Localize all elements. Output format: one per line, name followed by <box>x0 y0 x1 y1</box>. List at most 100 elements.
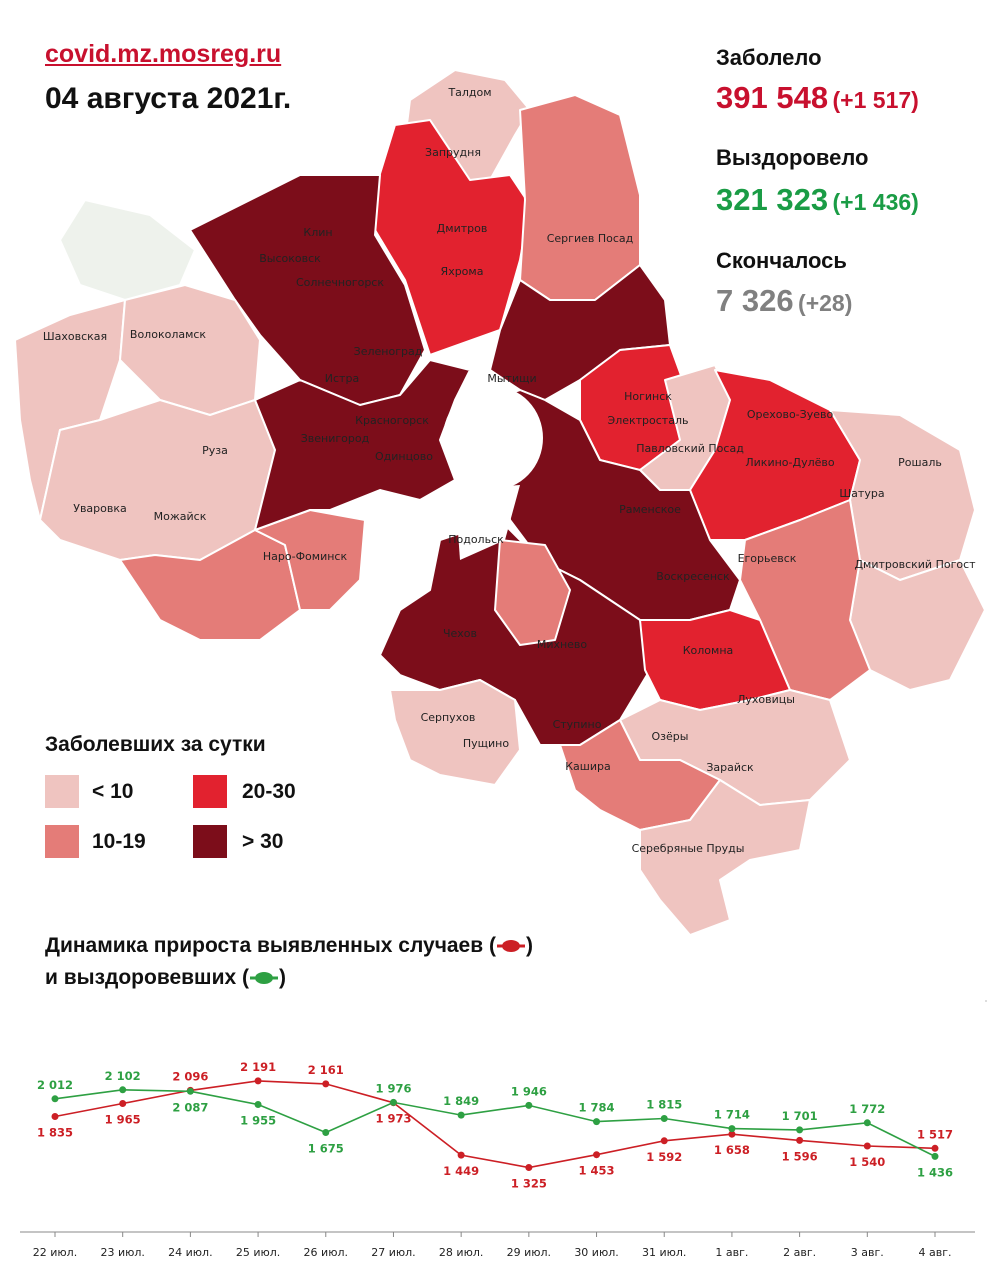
map-city-label: Мытищи <box>487 372 536 385</box>
map-city-label: Павловский Посад <box>636 442 744 455</box>
recovered-value-label: 1 976 <box>375 1081 411 1095</box>
map-district <box>519 94 641 301</box>
recovered-point <box>728 1125 736 1133</box>
recovered-value-label: 1 784 <box>579 1101 615 1115</box>
map-city-label: Одинцово <box>375 450 433 463</box>
map-district <box>254 359 471 531</box>
cases-point <box>660 1137 668 1145</box>
site-link[interactable]: covid.mz.mosreg.ru <box>45 40 282 68</box>
map-city-label: Шаховская <box>43 330 107 343</box>
map-city-label: Пущино <box>463 737 509 750</box>
recovered-point <box>863 1119 871 1127</box>
cases-point <box>593 1151 601 1159</box>
legend-swatch-gt30 <box>193 825 227 858</box>
recovered-point <box>254 1101 262 1108</box>
map-city-label: Орехово-Зуево <box>747 408 834 421</box>
recovered-point <box>322 1129 330 1136</box>
recovered-value-label: 1 714 <box>714 1108 750 1122</box>
chart-title: Динамика прироста выявленных случаев () … <box>45 930 533 994</box>
legend-label-10-19: 10-19 <box>92 830 146 853</box>
infected-delta: (+1 517) <box>832 87 919 113</box>
map-city-label: Чехов <box>443 627 477 640</box>
map-district <box>389 679 521 786</box>
recovered-value-label: 1 946 <box>511 1084 547 1098</box>
cases-point <box>254 1077 262 1085</box>
recovered-point <box>525 1101 533 1109</box>
cases-value-label: 1 835 <box>37 1126 73 1140</box>
report-date: 04 августа 2021г. <box>45 82 292 115</box>
recovered-row: 321 323 (+1 436) <box>716 182 919 218</box>
map-city-label: Сергиев Посад <box>547 232 634 245</box>
map-city-label: Зеленоград <box>354 345 423 358</box>
recovered-value-label: 1 436 <box>917 1165 953 1179</box>
map-city-label: Клин <box>303 226 332 239</box>
map-city-label: Ступино <box>553 718 602 731</box>
recovered-point <box>51 1095 59 1103</box>
x-tick-label: 25 июл. <box>236 1246 280 1259</box>
deaths-label: Скончалось <box>716 248 847 273</box>
recovered-value-label: 2 087 <box>172 1100 208 1114</box>
x-tick-label: 26 июл. <box>304 1246 348 1259</box>
map-district <box>639 779 811 936</box>
x-tick-label: 30 июл. <box>574 1246 618 1259</box>
legend-swatch-lt10 <box>45 775 79 808</box>
infected-row: 391 548 (+1 517) <box>716 80 919 116</box>
cases-value-label: 1 596 <box>782 1149 818 1163</box>
infected-label: Заболело <box>716 45 822 70</box>
map-city-label: Озёры <box>652 730 689 743</box>
cases-point <box>457 1151 465 1159</box>
cases-point <box>525 1164 533 1171</box>
map-city-label: Дмитровский Погост <box>854 558 976 571</box>
map-city-label: Уваровка <box>73 502 127 515</box>
recovered-value-label: 1 955 <box>240 1114 276 1128</box>
x-tick-label: 22 июл. <box>33 1246 77 1259</box>
legend-label-gt30: > 30 <box>242 830 284 853</box>
map-district <box>59 199 196 301</box>
cases-value-label: 1 658 <box>714 1143 750 1157</box>
recovered-value-label: 1 772 <box>849 1102 885 1116</box>
map-city-label: Михнево <box>537 638 588 651</box>
map-city-label: Рошаль <box>898 456 942 469</box>
map-city-label: Воскресенск <box>656 570 730 583</box>
cases-point <box>931 1144 939 1152</box>
map-city-label: Подольск <box>448 533 504 546</box>
map-city-label: Электросталь <box>608 414 689 427</box>
map-district <box>189 174 426 406</box>
recovered-point <box>931 1152 939 1160</box>
x-tick-label: 29 июл. <box>507 1246 551 1259</box>
cases-value-label: 1 973 <box>375 1112 411 1126</box>
recovered-point <box>186 1087 194 1095</box>
deaths-row: 7 326 (+28) <box>716 283 852 319</box>
map-city-label: Ногинск <box>624 390 672 403</box>
map-city-label: Зарайск <box>706 761 754 774</box>
cases-point <box>728 1130 736 1138</box>
recovered-value-label: 2 012 <box>37 1078 73 1092</box>
map-city-label: Раменское <box>619 503 681 516</box>
x-tick-label: 23 июл. <box>100 1246 144 1259</box>
map-city-label: Высоковск <box>259 252 321 265</box>
x-tick-label: 24 июл. <box>168 1246 212 1259</box>
cases-point <box>796 1136 804 1144</box>
recovered-label: Выздоровело <box>716 145 869 170</box>
legend-swatch-10-19 <box>45 825 79 858</box>
map-city-label: Руза <box>202 444 228 457</box>
map-city-label: Солнечногорск <box>296 276 384 289</box>
map-city-label: Ликино-Дулёво <box>745 456 834 469</box>
map-city-label: Запрудня <box>425 146 481 159</box>
legend-title: Заболевших за сутки <box>45 733 266 756</box>
dynamics-chart: 22 июл. 23 июл. 24 июл. 25 июл. 26 июл. 27 ию… <box>20 1000 987 1259</box>
recovered-point <box>119 1086 127 1094</box>
recovered-point <box>796 1126 804 1134</box>
region-map: Талдом Запрудня Дмитров Яхрома Сергиев Посад… <box>14 69 986 936</box>
map-city-label: Серебряные Пруды <box>632 842 745 855</box>
map-city-label: Талдом <box>447 86 491 99</box>
cases-point <box>322 1080 330 1088</box>
map-city-label: Наро-Фоминск <box>263 550 348 563</box>
cases-value-label: 2 096 <box>172 1069 208 1083</box>
chart-title-line1-end: ) <box>525 934 533 957</box>
x-tick-label: 31 июл. <box>642 1246 686 1259</box>
moscow-south-hole <box>455 485 520 560</box>
cases-value-label: 1 592 <box>646 1150 682 1164</box>
map-city-label: Коломна <box>683 644 734 657</box>
map-city-label: Волоколамск <box>130 328 207 341</box>
